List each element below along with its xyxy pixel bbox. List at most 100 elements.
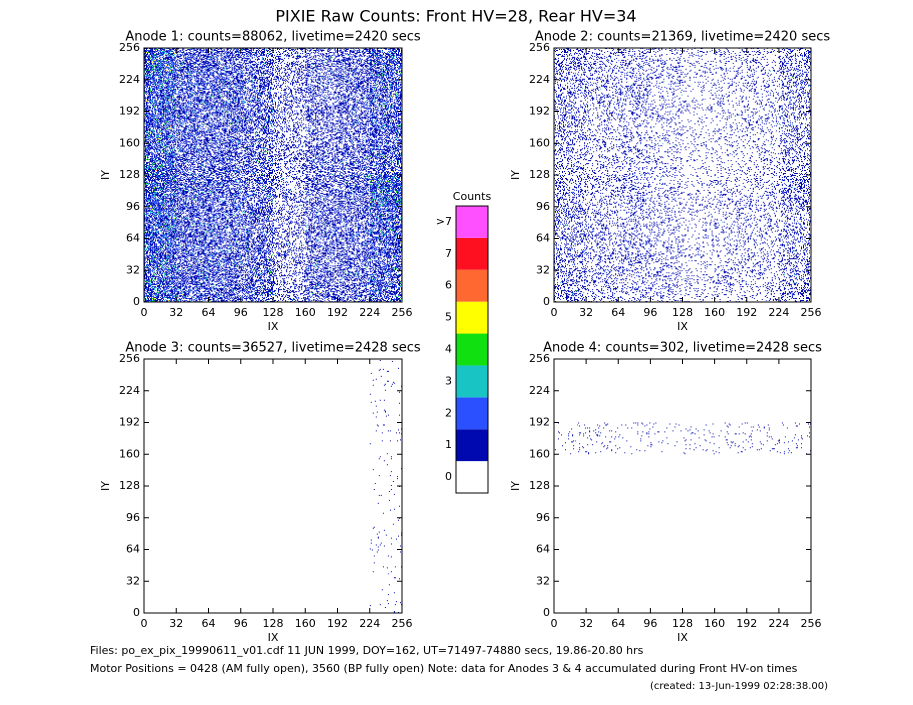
heatmap-cell bbox=[210, 190, 212, 192]
heatmap-cell bbox=[176, 114, 206, 135]
heatmap-cell bbox=[240, 270, 271, 302]
heatmap-cell bbox=[660, 177, 662, 178]
heatmap-cell bbox=[778, 79, 811, 111]
y-tick-label: 96 bbox=[126, 200, 140, 213]
y-tick-label: 0 bbox=[133, 606, 140, 619]
heatmap-cell bbox=[368, 134, 370, 136]
y-tick-label: 192 bbox=[529, 105, 550, 118]
heatmap-cell bbox=[807, 149, 808, 151]
heatmap-cell bbox=[369, 143, 403, 175]
colorbar-label: 7 bbox=[445, 247, 452, 260]
colorbar-label: 6 bbox=[445, 279, 452, 292]
heatmap-cell bbox=[208, 79, 241, 112]
heatmap-cell bbox=[305, 79, 338, 112]
y-tick-label: 256 bbox=[119, 41, 140, 54]
heatmap-cell bbox=[240, 270, 274, 302]
heatmap-cell bbox=[369, 111, 403, 144]
heatmap-cell bbox=[208, 238, 241, 271]
y-tick-label: 192 bbox=[119, 105, 140, 118]
y-tick-label: 256 bbox=[529, 41, 550, 54]
x-tick-label: 0 bbox=[551, 617, 558, 630]
heatmap-cell bbox=[337, 175, 370, 207]
heatmap-cell bbox=[778, 206, 811, 239]
x-tick-label: 32 bbox=[579, 617, 593, 630]
y-axis-label: IY bbox=[509, 170, 522, 180]
x-tick-label: 192 bbox=[327, 306, 348, 319]
heatmap-cell bbox=[650, 79, 683, 112]
y-tick-label: 0 bbox=[133, 295, 140, 308]
heatmap-cell bbox=[337, 238, 370, 271]
heatmap-cell bbox=[554, 143, 587, 175]
heatmap-cell bbox=[746, 48, 779, 80]
colorbar-cell bbox=[456, 237, 488, 270]
y-tick-label: 160 bbox=[119, 136, 140, 149]
heatmap-cell bbox=[369, 111, 403, 144]
heatmap-cell bbox=[144, 111, 177, 144]
heatmap-cell bbox=[554, 270, 587, 302]
heatmap-cell bbox=[170, 125, 172, 127]
heatmap-cell bbox=[144, 48, 177, 80]
heatmap-cell bbox=[274, 144, 305, 175]
heatmap bbox=[369, 360, 403, 613]
x-axis-label: IX bbox=[677, 631, 688, 644]
colorbar-cell bbox=[456, 429, 488, 462]
heatmap-cell bbox=[618, 143, 651, 175]
heatmap-cell bbox=[312, 293, 314, 295]
x-tick-label: 160 bbox=[295, 617, 316, 630]
heatmap-cell bbox=[208, 111, 241, 144]
x-tick-label: 32 bbox=[169, 617, 183, 630]
heatmap-cell bbox=[375, 202, 377, 204]
y-tick-label: 64 bbox=[536, 232, 550, 245]
heatmap-cell bbox=[746, 175, 779, 207]
x-tick-label: 96 bbox=[234, 306, 248, 319]
y-tick-label: 32 bbox=[126, 574, 140, 587]
heatmap-cell bbox=[208, 270, 241, 302]
heatmap-cell bbox=[247, 134, 249, 136]
heatmap-cell bbox=[690, 433, 692, 435]
y-tick-label: 160 bbox=[119, 447, 140, 460]
heatmap-cell bbox=[778, 143, 811, 175]
heatmap-cell bbox=[778, 270, 811, 302]
heatmap-cell bbox=[208, 143, 240, 175]
heatmap-cell bbox=[337, 111, 370, 144]
heatmap-cell bbox=[682, 79, 715, 112]
x-tick-label: 256 bbox=[801, 306, 822, 319]
x-tick-label: 224 bbox=[768, 617, 789, 630]
heatmap-cell bbox=[273, 238, 306, 271]
y-tick-label: 96 bbox=[126, 511, 140, 524]
heatmap-cell bbox=[176, 143, 209, 175]
x-tick-label: 192 bbox=[327, 617, 348, 630]
heatmap-cell bbox=[387, 573, 389, 575]
heatmap-cell bbox=[369, 175, 403, 207]
heatmap-cell bbox=[337, 48, 370, 80]
footer-line: Files: po_ex_pix_19990611_v01.cdf 11 JUN… bbox=[90, 644, 644, 657]
heatmap-cell bbox=[208, 79, 241, 112]
y-tick-label: 256 bbox=[119, 352, 140, 365]
heatmap-cell bbox=[618, 48, 651, 80]
figure-title: PIXIE Raw Counts: Front HV=28, Rear HV=3… bbox=[275, 7, 636, 26]
y-tick-label: 32 bbox=[536, 574, 550, 587]
heatmap-cell bbox=[305, 79, 338, 112]
heatmap-cell bbox=[337, 48, 370, 80]
heatmap-cell bbox=[714, 270, 747, 302]
heatmap-cell bbox=[337, 175, 370, 207]
heatmap-cell bbox=[176, 143, 209, 175]
heatmap bbox=[554, 48, 811, 302]
heatmap-cell bbox=[240, 79, 274, 112]
heatmap-cell bbox=[610, 57, 612, 59]
heatmap-cell bbox=[144, 207, 177, 239]
heatmap-cell bbox=[682, 143, 714, 175]
heatmap-cell bbox=[632, 83, 634, 85]
heatmap-cell bbox=[586, 422, 619, 455]
heatmap-cell bbox=[787, 452, 789, 454]
heatmap-cell bbox=[332, 174, 334, 175]
heatmap-cell bbox=[305, 143, 337, 175]
y-axis-label: IY bbox=[99, 170, 112, 180]
heatmap-cell bbox=[240, 238, 274, 271]
x-tick-label: 160 bbox=[295, 306, 316, 319]
heatmap-cell bbox=[650, 143, 683, 175]
heatmap-cell bbox=[778, 144, 811, 174]
heatmap-cell bbox=[273, 79, 306, 112]
colorbar-frame bbox=[455, 205, 489, 494]
x-tick-label: 128 bbox=[263, 617, 284, 630]
